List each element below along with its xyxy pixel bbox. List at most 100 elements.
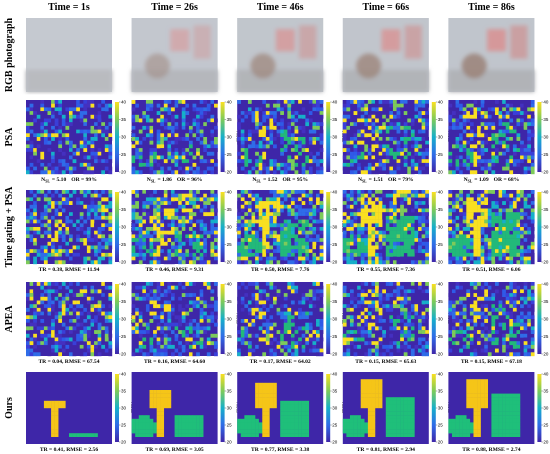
depth-pixel <box>145 162 150 167</box>
depth-pixel <box>79 238 84 242</box>
depth-pixel <box>357 197 361 202</box>
depth-pixel <box>72 352 77 357</box>
depth-pixel <box>138 429 143 434</box>
depth-pixel <box>255 125 259 130</box>
depth-pixel <box>290 159 295 164</box>
depth-pixel <box>156 133 161 138</box>
depth-pixel <box>294 204 299 209</box>
colorbar-tick-label: 40 <box>438 282 444 287</box>
depth-pixel <box>156 111 161 115</box>
colorbar-tick-label: 25 <box>227 242 233 247</box>
depth-pixel <box>389 289 394 294</box>
depth-pixel <box>389 170 394 175</box>
depth-pixel <box>392 125 397 130</box>
depth-pixel <box>192 429 197 434</box>
depth-pixel <box>149 114 154 119</box>
depth-pixel <box>33 241 37 246</box>
depth-pixel <box>160 390 165 394</box>
colorbar-tick-label: 20 <box>121 170 127 175</box>
depth-pixel <box>97 201 102 205</box>
depth-pixel <box>145 190 150 194</box>
depth-pixel <box>135 151 139 156</box>
depth-pixel <box>298 408 302 412</box>
depth-pixel <box>396 223 401 228</box>
caption-value: = 5.10 <box>52 177 67 183</box>
depth-pixel <box>410 166 415 171</box>
depth-pixel <box>101 326 106 331</box>
depth-pixel <box>58 348 63 353</box>
depth-pixel <box>33 245 37 250</box>
depth-pixel <box>342 215 347 220</box>
depth-pixel <box>400 422 404 427</box>
depth-pixel <box>258 133 263 138</box>
depth-pixel <box>237 418 241 423</box>
depth-pixel <box>400 107 404 112</box>
depth-pixel <box>29 352 34 357</box>
depth-pixel <box>86 348 91 353</box>
depth-pixel <box>149 197 154 202</box>
depth-pixel <box>371 260 376 265</box>
depth-pixel <box>247 133 252 138</box>
depth-pixel <box>403 155 408 160</box>
depth-pixel <box>258 404 263 409</box>
depth-pixel <box>138 285 143 290</box>
depth-pixel <box>40 193 45 198</box>
depth-pixel <box>240 260 245 265</box>
depth-pixel <box>149 111 154 115</box>
depth-pixel <box>167 311 172 316</box>
depth-pixel <box>371 111 376 115</box>
depth-pixel <box>199 418 204 423</box>
depth-pixel <box>149 133 154 138</box>
depth-pixel <box>360 400 365 405</box>
depth-pixel <box>58 341 63 346</box>
depth-pixel <box>135 212 139 217</box>
depth-pixel <box>273 296 277 301</box>
depth-pixel <box>294 103 299 108</box>
depth-pixel <box>269 238 274 242</box>
depth-pixel <box>199 197 204 202</box>
depth-pixel <box>167 197 172 202</box>
depth-pixel <box>403 241 408 246</box>
depth-pixel <box>357 103 361 108</box>
photo-haze <box>131 18 218 92</box>
depth-pixel <box>258 256 263 261</box>
depth-pixel <box>298 212 302 217</box>
depth-pixel <box>298 162 302 167</box>
depth-pixel <box>375 344 379 349</box>
depth-pixel <box>301 315 306 320</box>
depth-pixel <box>364 382 369 387</box>
depth-pixel <box>153 230 157 235</box>
depth-pixel <box>145 282 150 286</box>
depth-pixel <box>287 304 292 309</box>
photo-sign <box>275 29 295 52</box>
depth-pixel <box>410 129 415 134</box>
depth-pixel <box>316 133 320 138</box>
depth-pixel <box>342 114 347 119</box>
depth-pixel <box>283 322 288 327</box>
depth-pixel <box>312 289 317 294</box>
depth-pixel <box>305 344 310 349</box>
depth-pixel <box>160 408 165 412</box>
depth-pixel <box>262 249 267 254</box>
depth-pixel <box>61 282 66 286</box>
depth-pixel <box>240 344 245 349</box>
depth-pixel <box>163 300 168 305</box>
depth-pixel <box>138 219 143 224</box>
depth-pixel <box>425 208 429 213</box>
depth-pixel <box>255 144 259 149</box>
column-header: Time = 46s <box>257 2 304 13</box>
depth-pixel <box>346 197 351 202</box>
depth-pixel <box>188 219 193 224</box>
depth-pixel <box>247 352 252 357</box>
depth-pixel <box>214 103 218 108</box>
photo-sign <box>170 29 190 52</box>
depth-pixel <box>167 238 172 242</box>
depth-pixel <box>425 234 429 239</box>
depth-pixel <box>265 103 270 108</box>
depth-pixel <box>357 125 361 130</box>
caption: TR = 0.46, RMSE = 9.31 <box>145 267 203 273</box>
depth-pixel <box>192 212 197 217</box>
depth-pixel <box>181 333 186 338</box>
depth-pixel <box>308 322 313 327</box>
depth-pixel <box>138 326 143 331</box>
